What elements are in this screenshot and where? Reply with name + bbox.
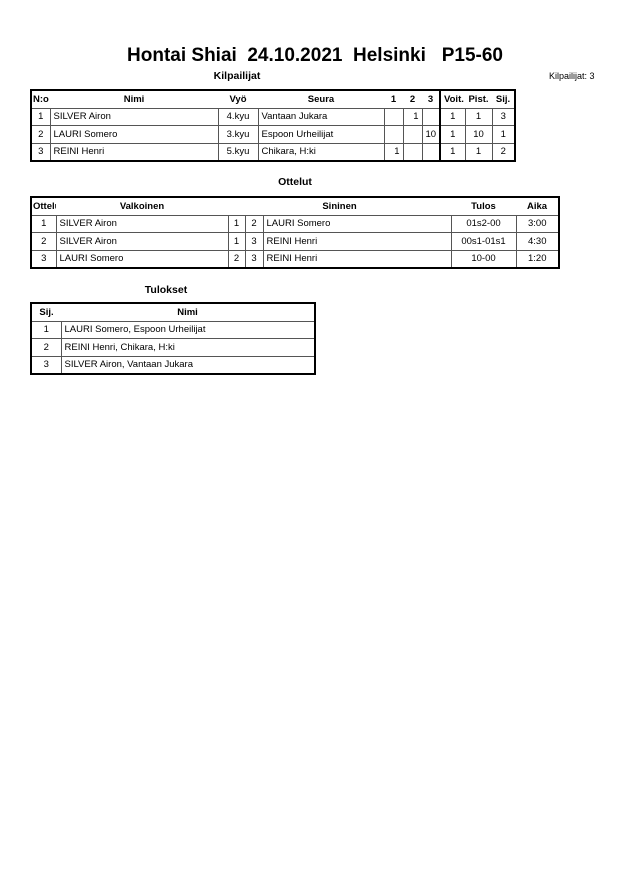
table-cell: [383, 125, 404, 144]
table-cell: 3: [491, 107, 516, 126]
matches-table: OtteluValkoinenSininenTulosAika 1SILVER …: [30, 196, 560, 269]
table-cell: REINI Henri: [262, 232, 452, 251]
column-header: 3: [422, 90, 440, 109]
table-cell: Vantaan Jukara: [257, 107, 385, 126]
table-cell: 1: [464, 107, 493, 126]
table-cell: 2: [30, 125, 51, 144]
matches-heading: Ottelut: [278, 176, 312, 188]
column-header: Aika: [516, 197, 559, 216]
table-cell: [383, 107, 404, 126]
column-header: Sininen: [228, 197, 451, 216]
table-row: 2 SILVER Airon 1 3 REINI Henri 00s1-01s1 4:30: [30, 232, 560, 251]
table-cell: 1:20: [515, 249, 560, 269]
table-cell: 1: [491, 125, 516, 144]
results-table: Sij. Nimi 1 LAURI Somero, Espoon Urheilija…: [30, 302, 316, 375]
table-cell: LAURI Somero: [55, 249, 229, 269]
table-cell: 00s1-01s1: [450, 232, 517, 251]
table-cell: 2: [227, 249, 246, 269]
table-cell: [421, 142, 441, 162]
column-header: Sij.: [492, 90, 515, 109]
column-header: 1: [384, 90, 403, 109]
table-cell: 3: [30, 355, 62, 375]
table-row: 1 SILVER Airon 4.kyu Vantaan Jukara 1 1 1 3: [30, 107, 516, 126]
table-row: 3 SILVER Airon, Vantaan Jukara: [30, 355, 316, 375]
column-header: Voit.: [439, 90, 465, 109]
table-cell: 1: [439, 125, 466, 144]
table-cell: 4:30: [515, 232, 560, 251]
table-cell: 3: [30, 142, 51, 162]
table-cell: 1: [30, 107, 51, 126]
table-cell: 5.kyu: [217, 142, 259, 162]
table-cell: 1: [227, 232, 246, 251]
competitors-table: N:o Nimi Vyö Seura 1 2 3 Voit. Pist. Sij. 1 SILVER…: [30, 89, 516, 162]
table-cell: REINI Henri: [262, 249, 452, 269]
table-cell: SILVER Airon: [49, 107, 219, 126]
table-cell: 3: [244, 232, 264, 251]
column-header: N:o: [31, 90, 50, 109]
table-cell: SILVER Airon, Vantaan Jukara: [60, 355, 316, 375]
table-cell: SILVER Airon: [55, 232, 229, 251]
column-header: Nimi: [50, 90, 218, 109]
table-cell: 3.kyu: [217, 125, 259, 144]
table-cell: 2: [491, 142, 516, 162]
competitor-count: Kilpailijat: 3: [549, 71, 595, 81]
competitors-heading: Kilpailijat: [213, 70, 261, 82]
table-cell: SILVER Airon: [55, 214, 229, 233]
column-header: Seura: [258, 90, 384, 109]
table-cell: LAURI Somero: [49, 125, 219, 144]
table-cell: 1: [464, 142, 493, 162]
table-cell: LAURI Somero: [262, 214, 452, 233]
table-cell: [421, 107, 441, 126]
table-cell: 2: [30, 232, 57, 251]
table-cell: 1: [30, 320, 62, 339]
table-row: 1 LAURI Somero, Espoon Urheilijat: [30, 320, 316, 339]
table-cell: 2: [30, 338, 62, 357]
column-header: 2: [403, 90, 422, 109]
table-cell: 2: [244, 214, 264, 233]
table-cell: Espoon Urheilijat: [257, 125, 385, 144]
column-header: Sij.: [31, 303, 61, 322]
table-cell: 10: [464, 125, 493, 144]
table-cell: 4.kyu: [217, 107, 259, 126]
table-cell: LAURI Somero, Espoon Urheilijat: [60, 320, 316, 339]
table-row: 2 REINI Henri, Chikara, H:ki: [30, 338, 316, 357]
table-cell: [402, 142, 423, 162]
table-cell: 1: [383, 142, 404, 162]
table-cell: 1: [227, 214, 246, 233]
column-header: Nimi: [61, 303, 315, 322]
table-cell: 1: [439, 142, 466, 162]
column-header: Ottelu: [31, 197, 56, 216]
table-cell: REINI Henri: [49, 142, 219, 162]
table-cell: 3: [30, 249, 57, 269]
page-title: Hontai Shiai 24.10.2021 Helsinki P15-60: [127, 45, 503, 66]
table-cell: 1: [30, 214, 57, 233]
table-cell: 10-00: [450, 249, 517, 269]
table-cell: [402, 125, 423, 144]
results-heading: Tulokset: [144, 284, 188, 296]
table-cell: 1: [439, 107, 466, 126]
table-cell: 3: [244, 249, 264, 269]
column-header: Vyö: [218, 90, 258, 109]
table-cell: 1: [402, 107, 423, 126]
table-cell: Chikara, H:ki: [257, 142, 385, 162]
table-row: 2 LAURI Somero 3.kyu Espoon Urheilijat 10 1 10…: [30, 125, 516, 144]
table-cell: 10: [421, 125, 441, 144]
table-cell: REINI Henri, Chikara, H:ki: [60, 338, 316, 357]
table-cell: 01s2-00: [450, 214, 517, 233]
table-row: 1 SILVER Airon 1 2 LAURI Somero 01s2-00 3:00: [30, 214, 560, 233]
table-cell: 3:00: [515, 214, 560, 233]
table-row: 3 REINI Henri 5.kyu Chikara, H:ki 1 1 1 2: [30, 142, 516, 162]
column-header: Valkoinen: [56, 197, 228, 216]
column-header: Tulos: [451, 197, 516, 216]
table-row: 3 LAURI Somero 2 3 REINI Henri 10-00 1:20: [30, 249, 560, 269]
column-header: Pist.: [465, 90, 492, 109]
